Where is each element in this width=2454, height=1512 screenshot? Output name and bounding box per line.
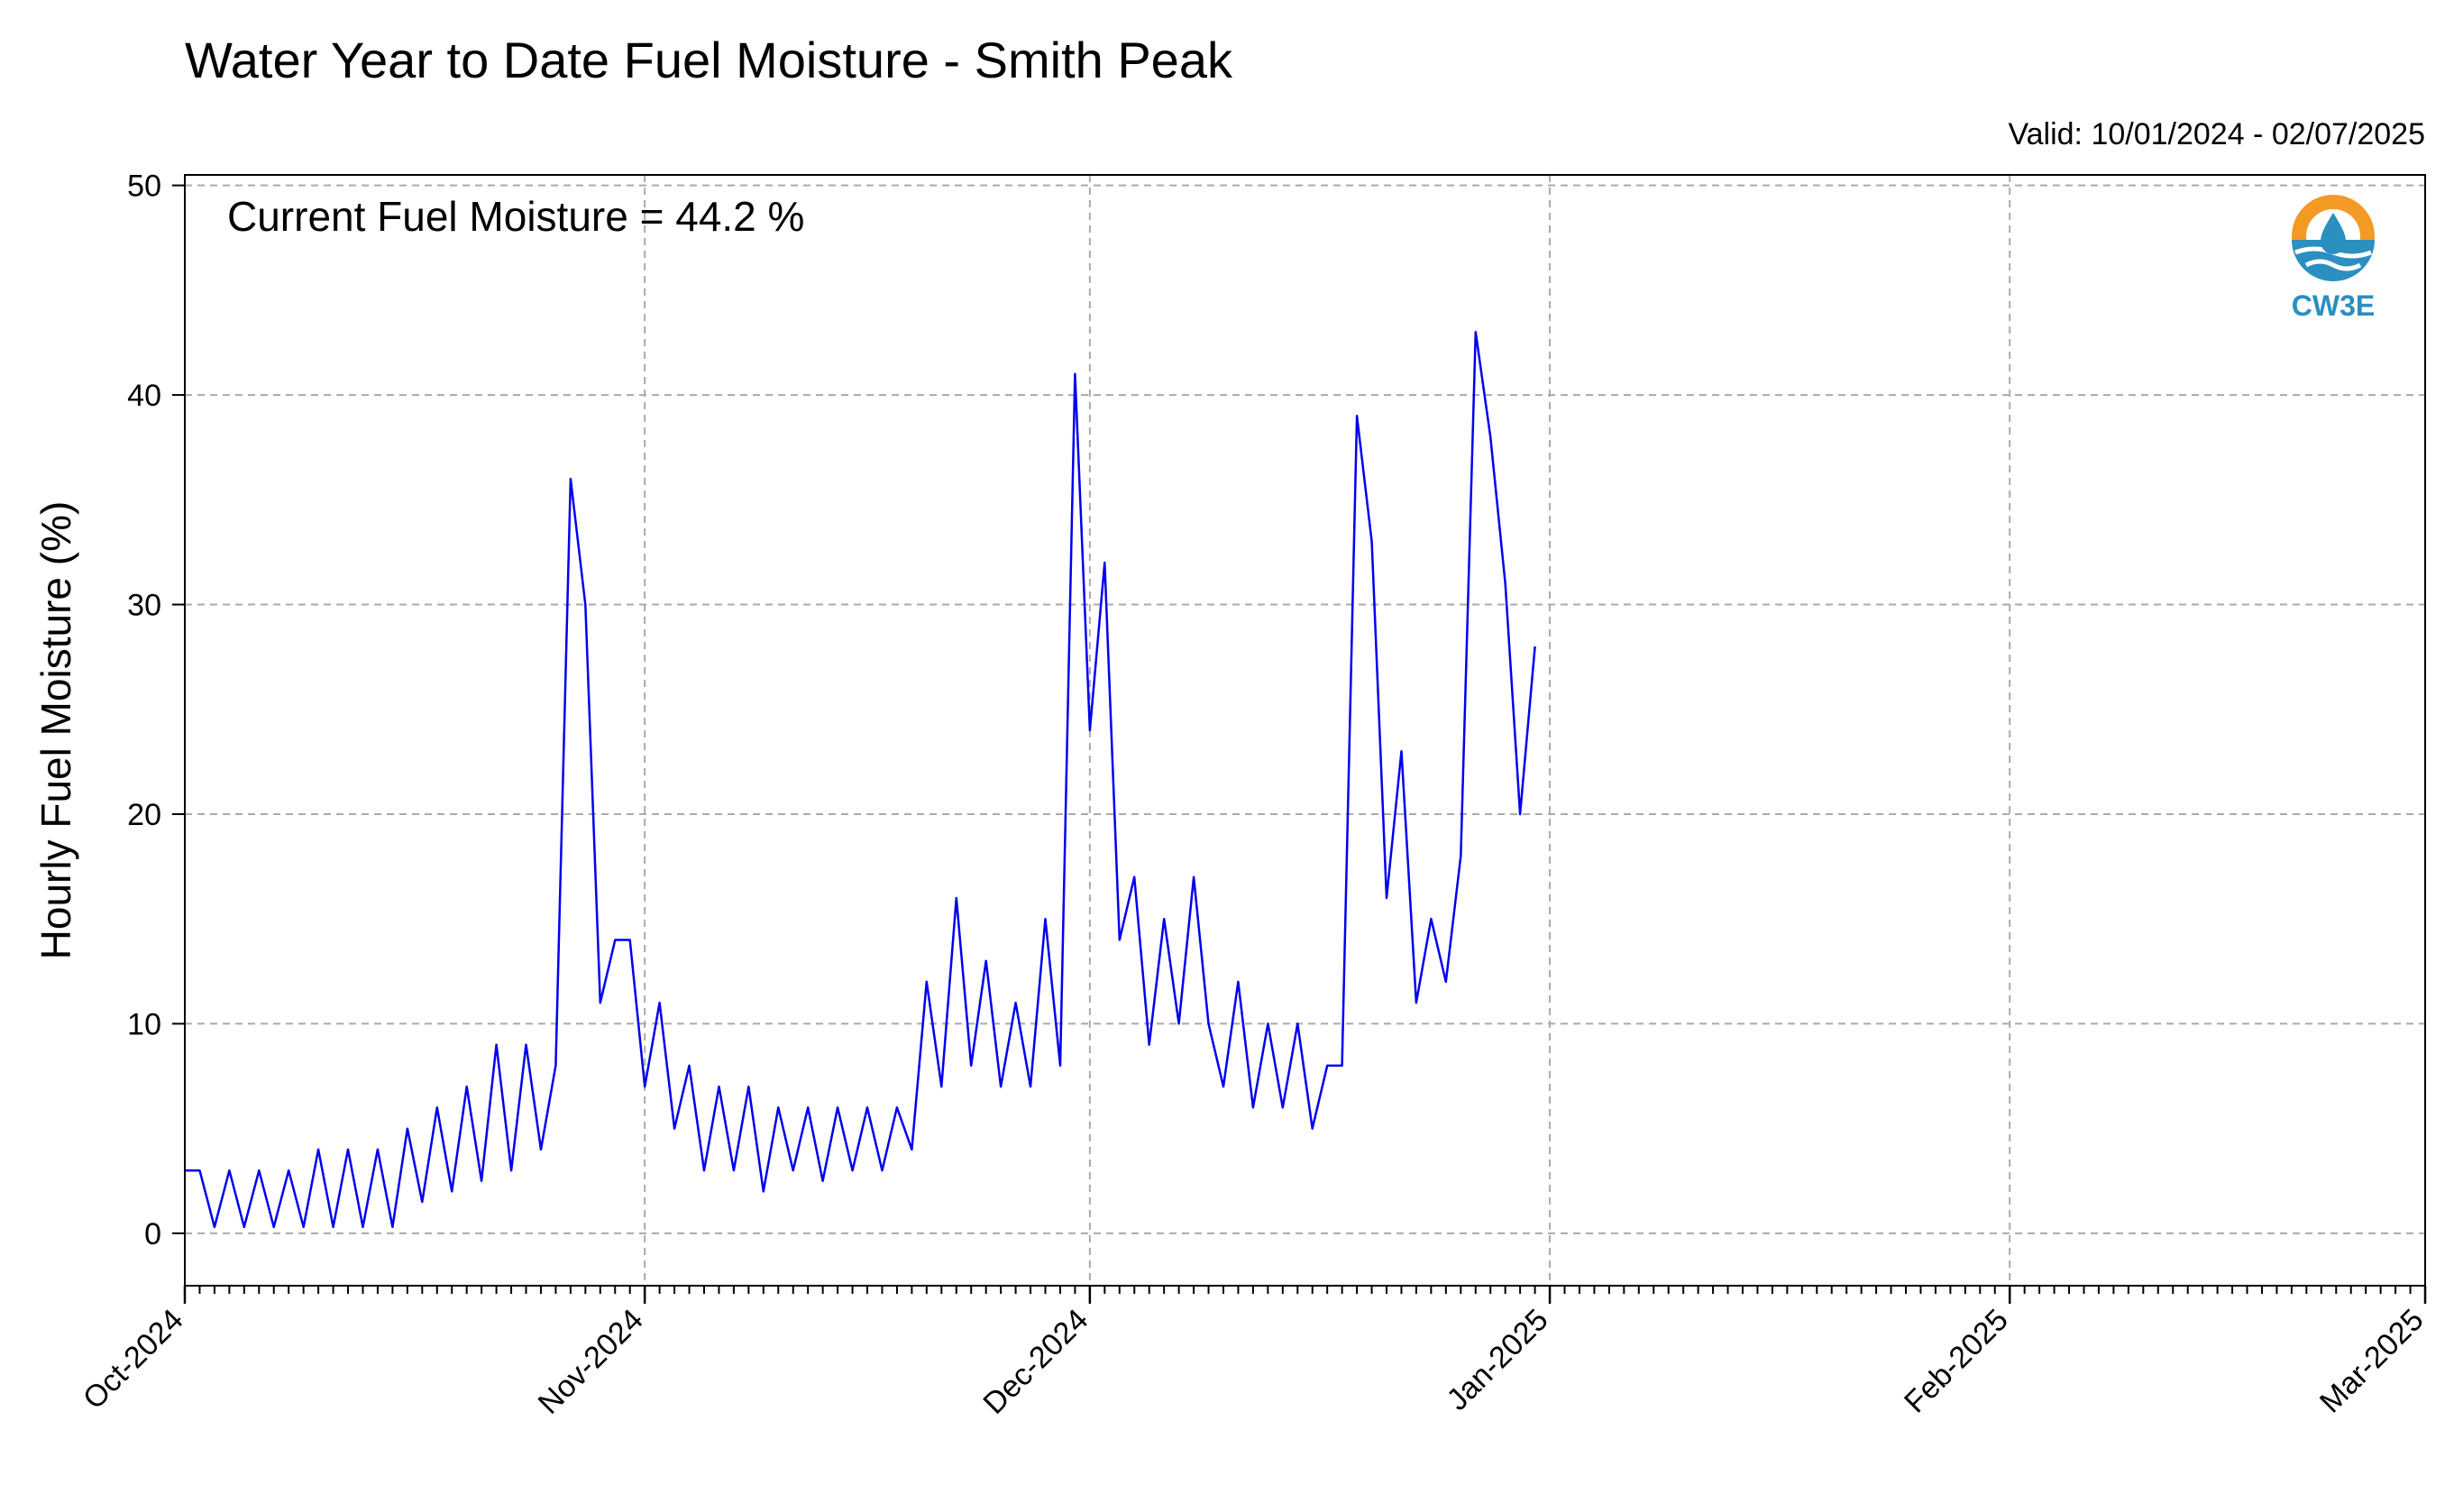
y-tick-label: 20 <box>127 798 161 832</box>
x-tick-label: Feb-2025 <box>1898 1303 2015 1420</box>
grid-lines <box>185 175 2425 1286</box>
plot-area <box>185 331 1536 1229</box>
chart-title: Water Year to Date Fuel Moisture - Smith… <box>185 32 1233 88</box>
x-tick-label: Oct-2024 <box>77 1303 190 1416</box>
y-axis: 0 10 20 30 40 50 <box>127 170 185 1251</box>
current-fuel-moisture-annotation: Current Fuel Moisture = 44.2 % <box>227 193 804 240</box>
y-tick-label: 50 <box>127 170 161 204</box>
logo-text: CW3E <box>2292 289 2375 322</box>
y-tick-label: 30 <box>127 589 161 623</box>
fuel-moisture-line <box>185 331 1536 1229</box>
x-tick-label: Nov-2024 <box>532 1303 650 1421</box>
logo-drop-icon <box>2321 213 2346 254</box>
x-tick-label: Jan-2025 <box>1441 1303 1555 1417</box>
valid-date-range: Valid: 10/01/2024 - 02/07/2025 <box>2008 117 2425 151</box>
x-tick-label: Mar-2025 <box>2313 1303 2431 1420</box>
y-axis-label: Hourly Fuel Moisture (%) <box>32 501 79 960</box>
x-axis: Oct-2024 Nov-2024 Dec-2024 Jan-2025 Feb-2025… <box>77 1286 2431 1421</box>
x-tick-label: Dec-2024 <box>976 1303 1094 1421</box>
y-tick-label: 40 <box>127 379 161 413</box>
y-tick-label: 10 <box>127 1007 161 1041</box>
cw3e-logo: CW3E <box>2292 195 2375 322</box>
plot-frame <box>184 174 2426 1287</box>
y-tick-label: 0 <box>144 1217 161 1251</box>
